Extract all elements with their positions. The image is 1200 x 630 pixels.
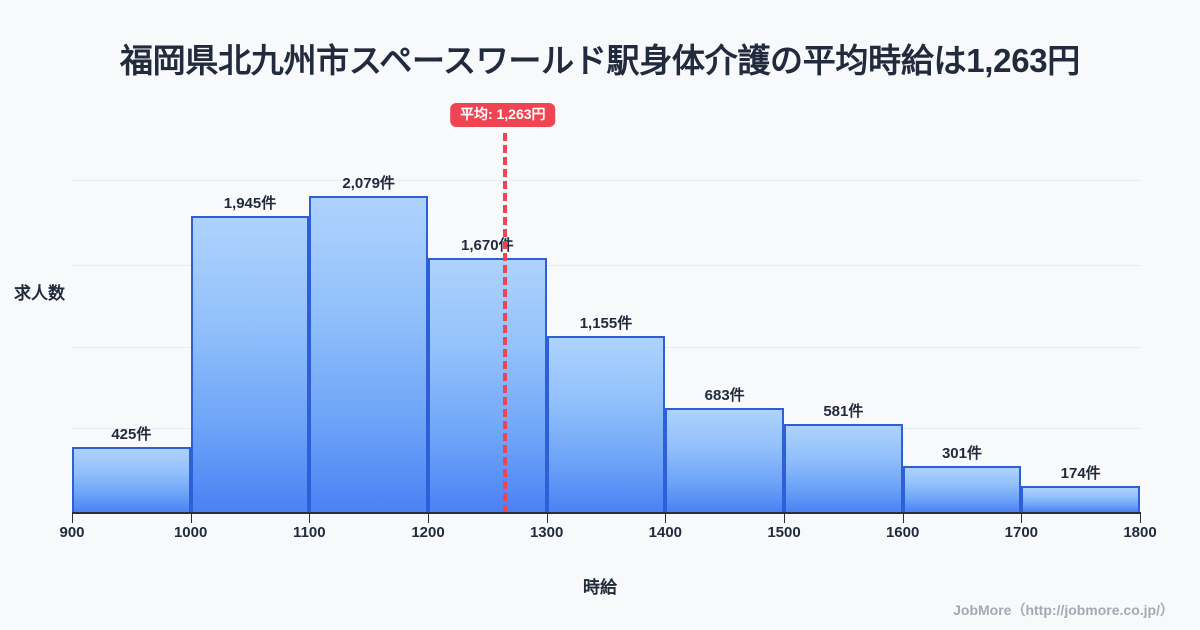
bar-value-label: 1,670件 <box>461 236 514 254</box>
x-axis-tick-label: 1200 <box>411 524 445 541</box>
x-axis-tick-label: 1600 <box>885 524 920 541</box>
x-axis-tick-label: 1500 <box>767 524 801 541</box>
x-axis-tick <box>784 514 785 523</box>
average-line <box>502 133 507 513</box>
y-axis-title: 求人数 <box>14 284 65 303</box>
x-axis-title: 時給 <box>583 578 617 597</box>
bar <box>1021 485 1140 512</box>
x-axis-tick-label: 1700 <box>1004 524 1039 541</box>
bar-value-label: 1,155件 <box>579 315 633 333</box>
x-axis-tick <box>190 514 192 523</box>
x-axis-line <box>72 512 1141 514</box>
bar <box>902 466 1022 512</box>
footer-credit: JobMore（http://jobmore.co.jp/） <box>953 602 1174 618</box>
x-axis-tick-label: 1400 <box>648 524 683 541</box>
average-badge: 平均: 1,263円 <box>449 103 556 128</box>
x-axis-tick <box>309 514 311 523</box>
bar-value-label: 683件 <box>704 387 745 405</box>
x-axis-tick <box>902 514 904 523</box>
gridline <box>72 180 1140 181</box>
x-axis-tick <box>665 514 667 523</box>
x-axis-tick <box>546 514 548 523</box>
bar <box>665 408 784 512</box>
page-title: 福岡県北九州市スペースワールド駅身体介護の平均時給は1,263円 <box>119 42 1081 79</box>
bar-value-label: 174件 <box>1060 464 1101 482</box>
bar-value-label: 2,079件 <box>342 174 395 192</box>
bar <box>428 257 547 512</box>
bar <box>72 447 191 512</box>
x-axis-tick <box>1021 514 1023 523</box>
bar <box>309 195 428 512</box>
x-axis-tick <box>1140 514 1141 523</box>
bar-value-label: 301件 <box>941 445 982 463</box>
bar-value-label: 1,945件 <box>223 195 277 213</box>
x-axis-tick-label: 1100 <box>293 524 326 541</box>
x-axis-tick <box>72 514 73 523</box>
bar-value-label: 425件 <box>111 426 152 444</box>
bar <box>546 336 666 512</box>
bar <box>190 216 310 512</box>
x-axis-tick-label: 1800 <box>1123 524 1157 541</box>
bar-value-label: 581件 <box>823 402 864 420</box>
x-axis-tick <box>428 514 429 523</box>
bar <box>784 423 903 512</box>
gridline <box>72 265 1140 266</box>
x-axis-tick-label: 1300 <box>529 524 564 541</box>
x-axis-tick-label: 1000 <box>173 524 208 541</box>
x-axis-tick-label: 900 <box>59 524 85 541</box>
